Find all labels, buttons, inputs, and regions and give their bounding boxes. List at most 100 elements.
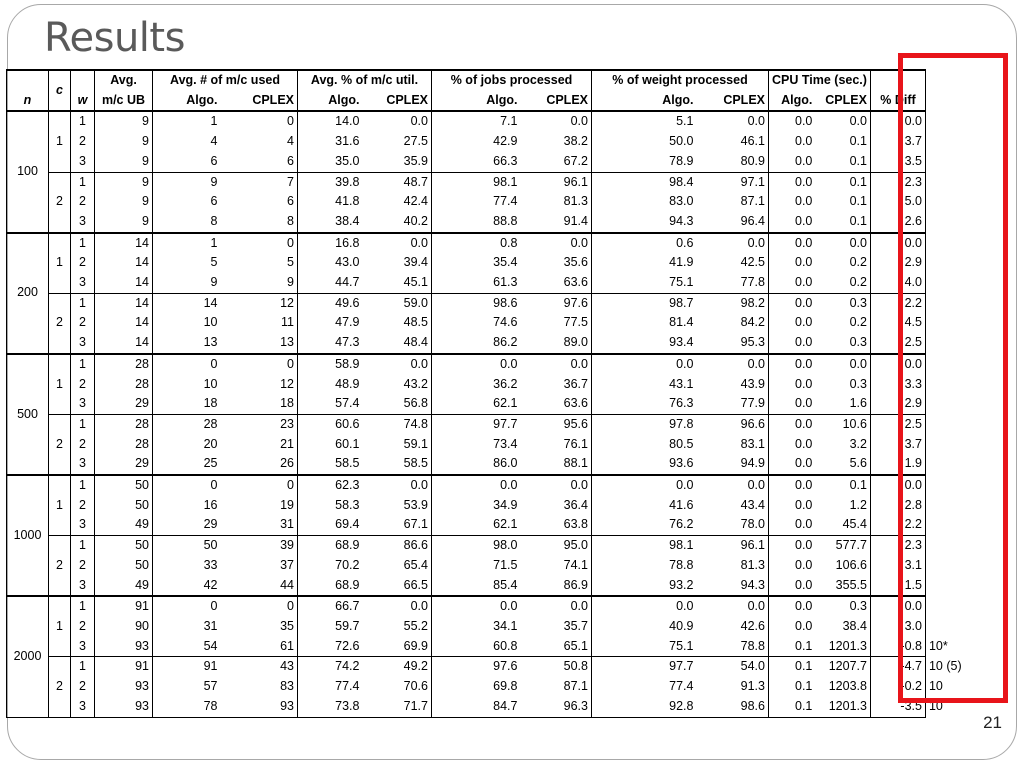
jobs-algo-cell: 69.8 xyxy=(431,677,521,697)
jobs-algo-cell: 71.5 xyxy=(431,555,521,576)
cpu-cplex-cell: 106.6 xyxy=(835,557,867,572)
table-row: 3 93 54 61 72.6 69.9 60.8 65.1 75.1 78.8 0.1 1201.3… xyxy=(7,636,976,657)
jobs-cplex-cell: 97.6 xyxy=(520,292,592,314)
mc-ub-cell: 93 xyxy=(94,636,153,657)
c-value-cell: 1 xyxy=(48,231,71,294)
cpu-cplex-cell: 0.0 xyxy=(815,352,871,375)
jobs-cplex-cell: 88.1 xyxy=(563,456,588,471)
util-cplex-cell: 66.5 xyxy=(403,577,428,592)
table-row: 2 93 57 83 77.4 70.6 69.8 87.1 77.4 91.3 0.1 1203.8… xyxy=(7,677,976,697)
jobs-algo-cell: 98.6 xyxy=(431,292,521,314)
used-cplex-cell: 0 xyxy=(220,352,298,375)
col-header-jobs-cplex: CPLEX xyxy=(546,92,588,107)
table-row: 2 1 28 28 23 60.6 74.8 97.7 95.6 97.8 96.6 0.0 10.6 2… xyxy=(7,413,976,476)
weight-cplex-cell: 91.3 xyxy=(740,679,765,694)
cpu-cplex-cell: 0.1 xyxy=(815,474,871,496)
mc-ub-cell: 50 xyxy=(94,495,153,516)
w-cell: 1 xyxy=(70,292,95,314)
weight-cplex-cell: 43.9 xyxy=(740,376,765,391)
cpu-algo-cell: 0.0 xyxy=(768,192,816,212)
w-cell: 1 xyxy=(70,656,95,678)
table-row: 500 1 1 28 0 0 58.9 0.0 0.0 0.0 0.0 0.0 0.0 0.0 0.0 xyxy=(6,352,976,476)
w-cell: 3 xyxy=(70,575,95,597)
jobs-algo-cell: 73.4 xyxy=(431,434,521,455)
diff-cell: 2.3 xyxy=(869,171,926,193)
weight-algo-cell: 0.6 xyxy=(591,231,697,254)
table-row: 2 50 33 37 70.2 65.4 71.5 74.1 78.8 81.3 0.0 106.6 3… xyxy=(7,555,976,576)
cpu-algo-cell: 0.0 xyxy=(768,231,816,254)
jobs-cplex-cell: 36.7 xyxy=(563,376,588,391)
diff-cell: -0.8 xyxy=(869,636,926,657)
weight-cplex-cell: 96.6 xyxy=(696,413,769,435)
used-cplex-cell: 37 xyxy=(280,557,294,572)
jobs-cplex-cell: 63.8 xyxy=(563,517,588,532)
diff-cell: 2.3 xyxy=(869,535,926,556)
cpu-cplex-cell: 45.4 xyxy=(842,517,867,532)
weight-algo-cell: 41.6 xyxy=(591,495,697,516)
weight-cplex-cell: 96.4 xyxy=(740,213,765,228)
weight-cplex-cell: 42.5 xyxy=(740,255,765,270)
diff-cell: 1.5 xyxy=(869,575,926,597)
used-algo-cell: 1 xyxy=(152,110,221,133)
col-header-weight-algo: Algo. xyxy=(591,90,697,112)
table-row: 3 29 25 26 58.5 58.5 86.0 88.1 93.6 94.9 0.0 5.6 1.9 xyxy=(7,454,976,476)
w-cell: 2 xyxy=(70,192,95,212)
util-cplex-cell: 48.7 xyxy=(362,171,432,193)
jobs-cplex-cell: 36.4 xyxy=(563,497,588,512)
w-cell: 3 xyxy=(70,636,95,657)
jobs-algo-cell: 7.1 xyxy=(431,110,521,133)
util-cplex-cell: 43.2 xyxy=(403,376,428,391)
cpu-algo-cell: 0.0 xyxy=(768,434,816,455)
cpu-cplex-cell: 1.2 xyxy=(849,497,867,512)
w-cell: 1 xyxy=(70,171,95,193)
col-header-used-algo: Algo. xyxy=(152,90,221,112)
weight-cplex-cell: 77.9 xyxy=(740,396,765,411)
used-algo-cell: 9 xyxy=(152,273,221,294)
cpu-cplex-cell: 5.6 xyxy=(849,456,867,471)
weight-algo-cell: 5.1 xyxy=(591,110,697,133)
util-algo-cell: 44.7 xyxy=(297,273,363,294)
jobs-cplex-cell: 50.8 xyxy=(520,656,592,678)
jobs-algo-cell: 77.4 xyxy=(431,192,521,212)
used-cplex-cell: 11 xyxy=(281,315,294,330)
cpu-cplex-cell: 0.1 xyxy=(849,194,867,209)
jobs-cplex-cell: 87.1 xyxy=(563,679,588,694)
w-cell: 2 xyxy=(70,374,95,395)
used-cplex-cell: 0 xyxy=(220,595,298,617)
mc-ub-cell: 9 xyxy=(94,192,153,212)
table-row: 3 49 42 44 68.9 66.5 85.4 86.9 93.2 94.3 0.0 355.5 1… xyxy=(7,575,976,597)
util-algo-cell: 62.3 xyxy=(297,474,363,496)
used-algo-cell: 6 xyxy=(152,151,221,173)
jobs-algo-cell: 0.0 xyxy=(431,352,521,375)
cpu-algo-cell: 0.0 xyxy=(768,515,816,536)
diff-cell: 4.0 xyxy=(869,273,926,294)
table-row: 3 14 9 9 44.7 45.1 61.3 63.6 75.1 77.8 0.0 0.2 4.0 xyxy=(7,273,976,294)
cpu-algo-cell: 0.0 xyxy=(768,132,816,152)
util-algo-cell: 47.3 xyxy=(297,333,363,354)
slide-title: Results xyxy=(44,15,185,61)
weight-cplex-cell: 80.9 xyxy=(740,153,765,168)
used-cplex-cell: 18 xyxy=(280,396,294,411)
cpu-algo-cell: 0.0 xyxy=(768,211,816,233)
cpu-cplex-cell: 0.1 xyxy=(849,134,867,149)
jobs-algo-cell: 86.2 xyxy=(431,333,521,354)
jobs-cplex-cell: 63.6 xyxy=(563,396,588,411)
util-algo-cell: 43.0 xyxy=(297,253,363,274)
jobs-algo-cell: 98.1 xyxy=(431,171,521,193)
jobs-cplex-cell: 95.6 xyxy=(520,413,592,435)
mc-ub-cell: 50 xyxy=(94,555,153,576)
w-cell: 1 xyxy=(70,231,95,254)
weight-algo-cell: 78.8 xyxy=(591,555,697,576)
util-algo-cell: 70.2 xyxy=(297,555,363,576)
col-header-w: w xyxy=(70,90,95,112)
used-cplex-cell: 0 xyxy=(220,110,298,133)
weight-algo-cell: 0.0 xyxy=(591,352,697,375)
w-cell: 2 xyxy=(70,495,95,516)
used-cplex-cell: 8 xyxy=(287,213,294,228)
w-cell: 3 xyxy=(70,394,95,415)
diff-cell: -4.7 xyxy=(869,656,926,678)
used-algo-cell: 5 xyxy=(152,253,221,274)
weight-algo-cell: 81.4 xyxy=(591,313,697,334)
page-number: 21 xyxy=(983,713,1002,732)
util-cplex-cell: 40.2 xyxy=(403,213,428,228)
